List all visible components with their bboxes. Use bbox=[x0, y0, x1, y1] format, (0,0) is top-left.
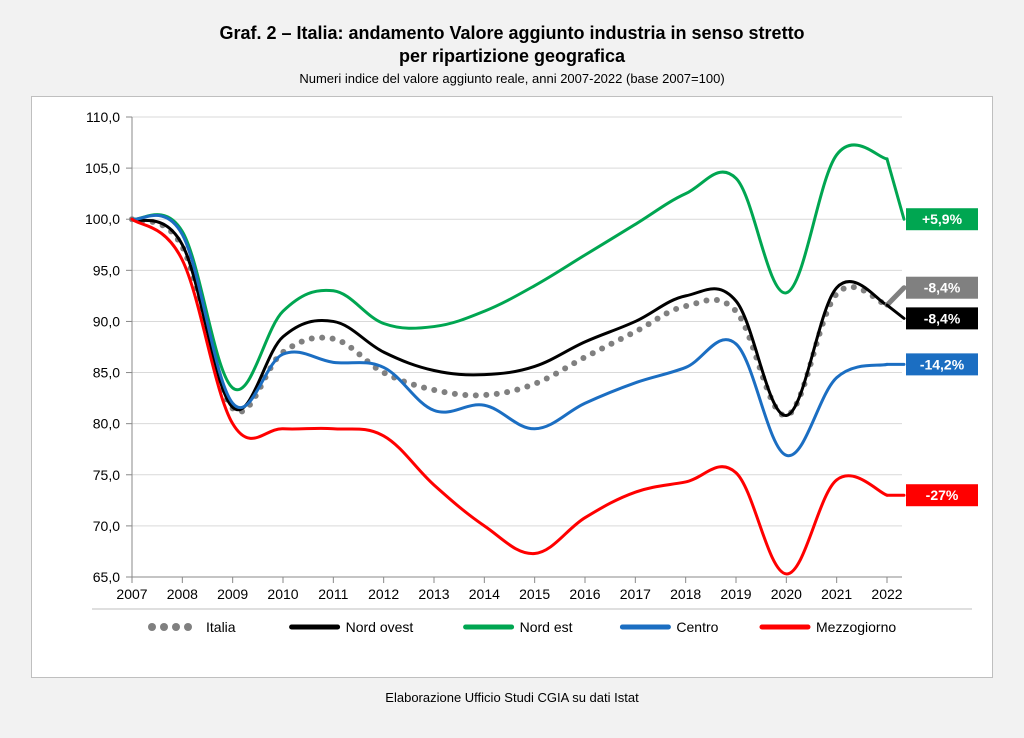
legend-item-centro: Centro bbox=[622, 619, 718, 635]
x-tick-label: 2012 bbox=[368, 586, 399, 602]
series-mezzogiorno bbox=[132, 219, 887, 574]
x-tick-label: 2009 bbox=[217, 586, 248, 602]
x-tick-label: 2020 bbox=[771, 586, 802, 602]
data-label-nord_ovest: -8,4% bbox=[906, 307, 978, 329]
x-tick-label: 2016 bbox=[569, 586, 600, 602]
legend-item-nord_ovest: Nord ovest bbox=[292, 619, 414, 635]
legend-label: Nord ovest bbox=[346, 619, 414, 635]
x-tick-label: 2019 bbox=[720, 586, 751, 602]
legend-label: Nord est bbox=[520, 619, 573, 635]
y-tick-label: 65,0 bbox=[93, 569, 120, 585]
y-tick-label: 110,0 bbox=[86, 109, 120, 125]
legend-item-mezzogiorno: Mezzogiorno bbox=[762, 619, 896, 635]
chart-title: Graf. 2 – Italia: andamento Valore aggiu… bbox=[219, 22, 804, 67]
svg-text:-27%: -27% bbox=[926, 487, 959, 503]
legend-item-italia: Italia bbox=[148, 619, 236, 635]
y-tick-label: 85,0 bbox=[93, 365, 120, 381]
series-nord_est bbox=[132, 145, 887, 390]
x-tick-label: 2014 bbox=[469, 586, 500, 602]
line-chart: 65,0 70,0 75,0 80,0 85,0 90,0 95,0 100,0 105,0 11… bbox=[32, 97, 992, 677]
y-tick-label: 95,0 bbox=[93, 262, 120, 278]
x-tick-label: 2017 bbox=[620, 586, 651, 602]
svg-text:-8,4%: -8,4% bbox=[924, 280, 961, 296]
y-tick-label: 75,0 bbox=[93, 467, 120, 483]
legend-item-nord_est: Nord est bbox=[466, 619, 573, 635]
data-label-centro: -14,2% bbox=[906, 353, 978, 375]
data-label-mezzogiorno: -27% bbox=[906, 484, 978, 506]
svg-text:+5,9%: +5,9% bbox=[922, 211, 963, 227]
x-tick-label: 2013 bbox=[418, 586, 449, 602]
y-tick-label: 100,0 bbox=[85, 211, 120, 227]
chart-subtitle: Numeri indice del valore aggiunto reale,… bbox=[299, 71, 724, 86]
title-line-2: per ripartizione geografica bbox=[399, 46, 625, 66]
x-tick-label: 2010 bbox=[267, 586, 298, 602]
x-tick-label: 2022 bbox=[871, 586, 902, 602]
y-tick-label: 80,0 bbox=[93, 416, 120, 432]
legend-label: Mezzogiorno bbox=[816, 619, 896, 635]
x-tick-label: 2008 bbox=[167, 586, 198, 602]
data-label-nord_est: +5,9% bbox=[906, 208, 978, 230]
title-line-1: Graf. 2 – Italia: andamento Valore aggiu… bbox=[219, 23, 804, 43]
y-tick-label: 105,0 bbox=[85, 160, 120, 176]
data-label-italia: -8,4% bbox=[906, 277, 978, 299]
legend-label: Centro bbox=[676, 619, 718, 635]
legend-label: Italia bbox=[206, 619, 236, 635]
x-tick-label: 2015 bbox=[519, 586, 550, 602]
y-tick-label: 70,0 bbox=[93, 518, 120, 534]
series-centro bbox=[132, 215, 887, 455]
chart-footnote: Elaborazione Ufficio Studi CGIA su dati … bbox=[385, 690, 638, 705]
x-tick-label: 2011 bbox=[318, 586, 348, 602]
y-tick-label: 90,0 bbox=[93, 313, 120, 329]
x-tick-label: 2018 bbox=[670, 586, 701, 602]
svg-text:-8,4%: -8,4% bbox=[924, 310, 961, 326]
x-tick-label: 2021 bbox=[821, 586, 852, 602]
x-tick-label: 2007 bbox=[116, 586, 147, 602]
chart-frame: 65,0 70,0 75,0 80,0 85,0 90,0 95,0 100,0 105,0 11… bbox=[31, 96, 993, 678]
svg-text:-14,2%: -14,2% bbox=[920, 356, 965, 372]
